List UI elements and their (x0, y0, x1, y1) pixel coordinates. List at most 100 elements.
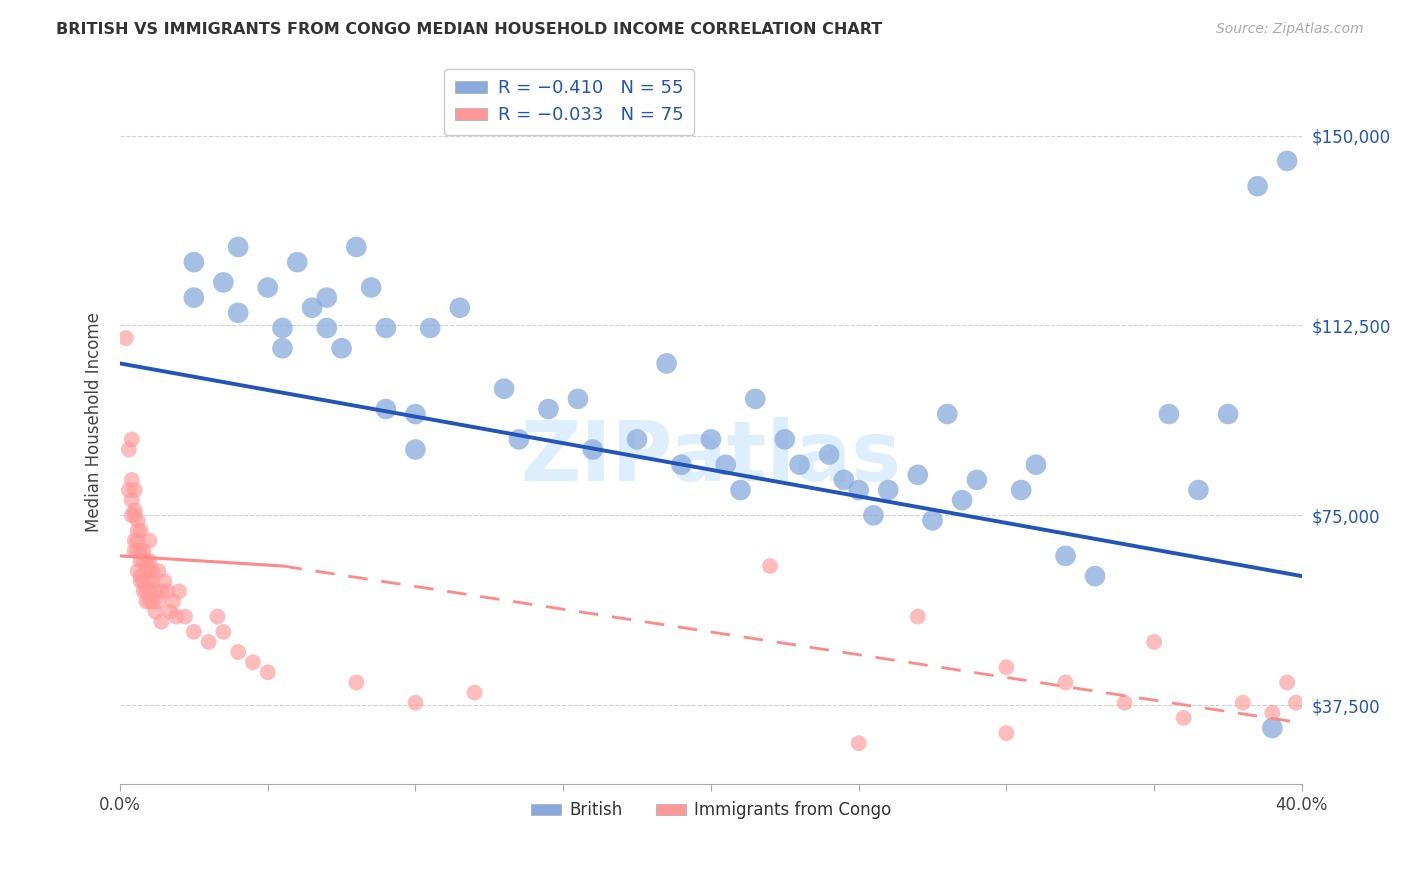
Point (848, 736, 870, 750)
Point (1275, 153, 1298, 168)
Point (135, 554, 157, 568)
Point (115, 331, 138, 345)
Point (582, 442, 605, 457)
Point (567, 392, 589, 406)
Point (1275, 675, 1298, 690)
Point (907, 609, 929, 624)
Point (1025, 458, 1047, 472)
Point (671, 458, 693, 472)
Point (419, 321, 441, 335)
Point (1261, 721, 1284, 735)
Point (124, 508, 146, 523)
Point (1084, 569, 1107, 583)
Point (537, 402, 560, 417)
Point (135, 584, 157, 599)
Point (1157, 407, 1180, 421)
Point (315, 291, 337, 305)
Point (714, 458, 737, 472)
Point (118, 483, 141, 497)
Point (118, 442, 141, 457)
Point (150, 584, 173, 599)
Point (494, 382, 516, 396)
Point (138, 584, 160, 599)
Point (995, 660, 1018, 674)
Point (121, 433, 143, 447)
Point (127, 543, 149, 558)
Legend: British, Immigrants from Congo: British, Immigrants from Congo (524, 795, 898, 826)
Point (256, 665, 278, 680)
Point (877, 483, 900, 497)
Point (162, 594, 184, 608)
Point (121, 493, 143, 508)
Point (700, 433, 723, 447)
Point (124, 483, 146, 497)
Point (226, 645, 249, 659)
Point (212, 276, 235, 290)
Point (148, 594, 170, 608)
Point (773, 433, 796, 447)
Point (1216, 407, 1239, 421)
Point (404, 696, 426, 710)
Y-axis label: Median Household Income: Median Household Income (86, 311, 103, 532)
Point (127, 533, 149, 548)
Point (127, 564, 149, 578)
Point (124, 503, 146, 517)
Point (132, 574, 155, 589)
Point (124, 543, 146, 558)
Point (464, 685, 486, 699)
Point (129, 543, 152, 558)
Point (148, 564, 170, 578)
Point (360, 280, 382, 294)
Point (1285, 696, 1308, 710)
Point (159, 605, 181, 619)
Point (1261, 706, 1284, 720)
Point (207, 609, 229, 624)
Point (129, 574, 152, 589)
Point (129, 524, 152, 538)
Point (165, 609, 187, 624)
Point (759, 559, 782, 574)
Point (242, 655, 264, 669)
Point (344, 675, 367, 690)
Point (135, 594, 157, 608)
Point (132, 554, 155, 568)
Text: Source: ZipAtlas.com: Source: ZipAtlas.com (1216, 22, 1364, 37)
Text: BRITISH VS IMMIGRANTS FROM CONGO MEDIAN HOUSEHOLD INCOME CORRELATION CHART: BRITISH VS IMMIGRANTS FROM CONGO MEDIAN … (56, 22, 883, 37)
Point (449, 301, 471, 315)
Point (212, 624, 235, 639)
Point (744, 392, 766, 406)
Point (141, 594, 163, 608)
Point (374, 402, 396, 417)
Point (226, 240, 249, 254)
Point (626, 433, 648, 447)
Point (374, 321, 396, 335)
Point (285, 255, 308, 269)
Point (132, 584, 155, 599)
Point (127, 524, 149, 538)
Point (121, 508, 143, 523)
Point (183, 255, 205, 269)
Point (789, 458, 811, 472)
Point (174, 609, 197, 624)
Point (907, 467, 929, 482)
Point (197, 635, 219, 649)
Point (127, 513, 149, 527)
Point (818, 448, 841, 462)
Point (129, 554, 152, 568)
Point (145, 584, 167, 599)
Point (138, 533, 160, 548)
Point (138, 564, 160, 578)
Point (404, 442, 426, 457)
Point (1010, 483, 1032, 497)
Point (138, 594, 160, 608)
Point (138, 554, 160, 568)
Point (132, 543, 155, 558)
Point (183, 624, 205, 639)
Point (995, 726, 1018, 740)
Point (167, 584, 190, 599)
Point (966, 473, 988, 487)
Point (315, 321, 337, 335)
Point (145, 605, 167, 619)
Point (271, 321, 294, 335)
Point (344, 240, 367, 254)
